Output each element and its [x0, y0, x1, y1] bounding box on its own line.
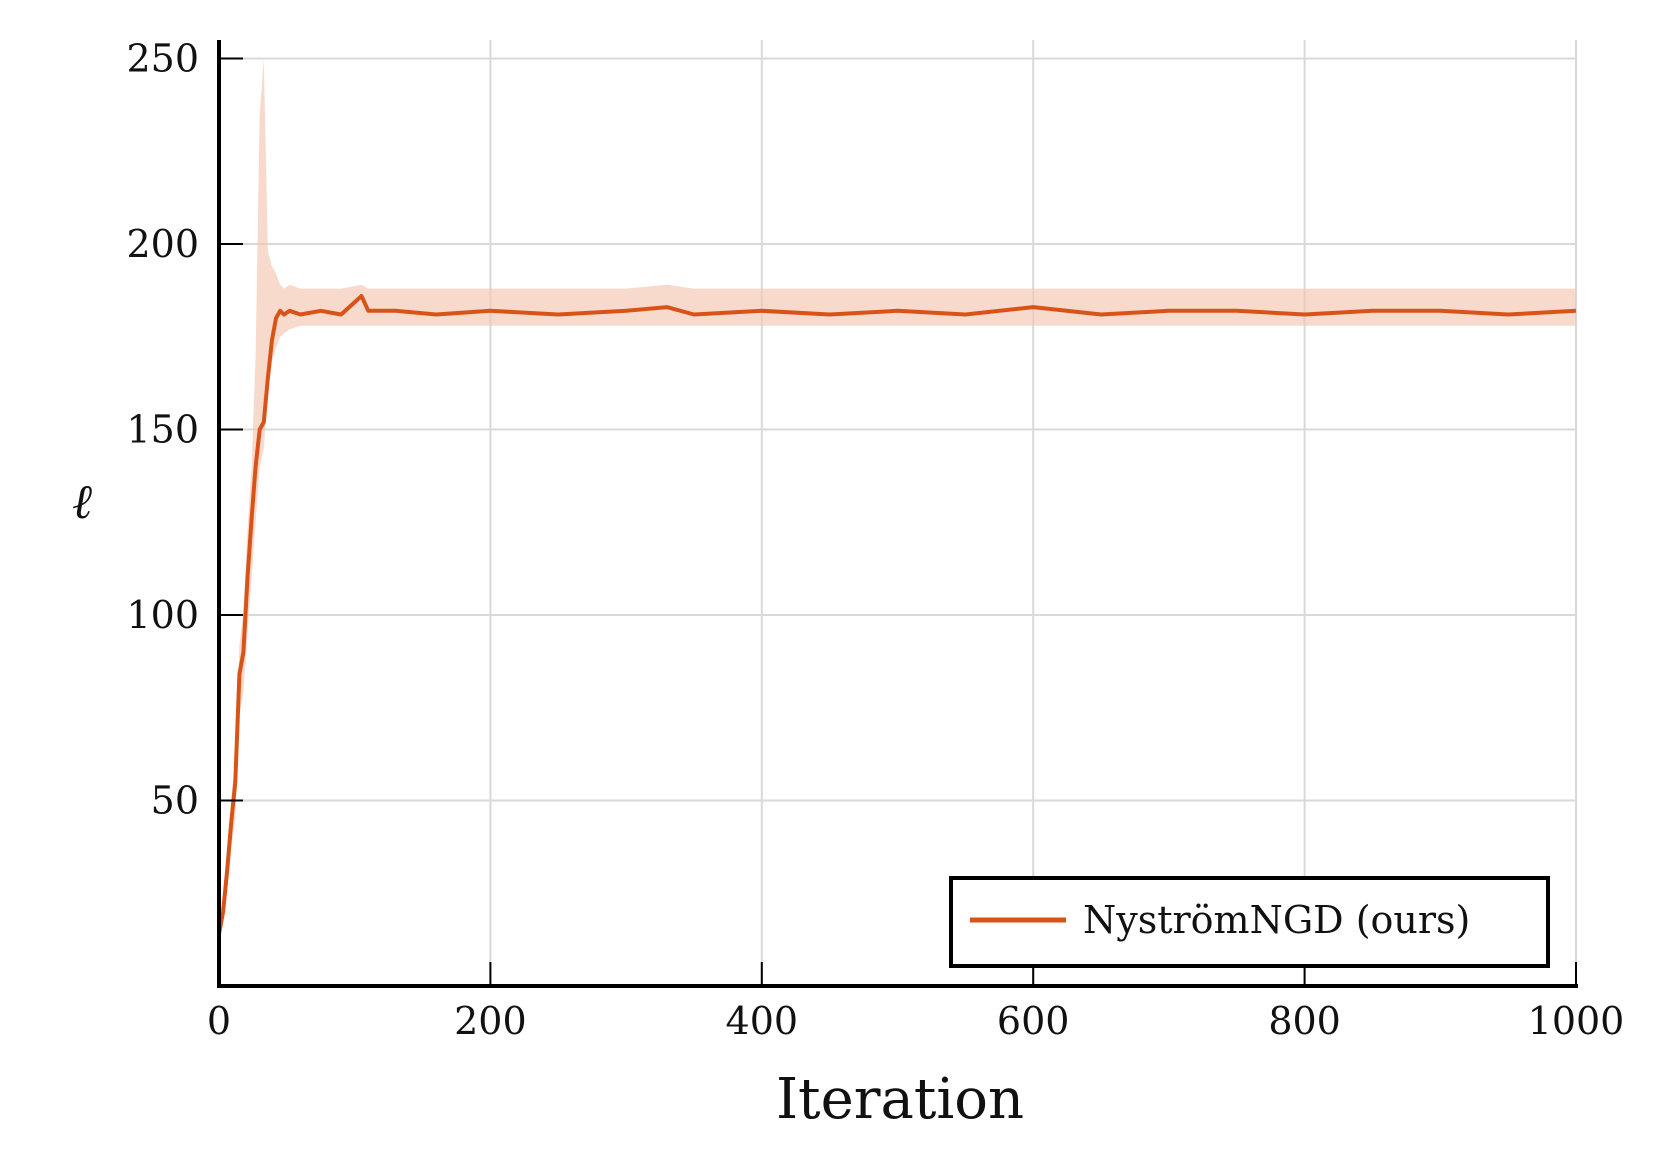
x-axis-title: Iteration — [776, 1067, 1024, 1132]
y-axis-title: ℓ — [72, 474, 92, 530]
x-tick-label: 400 — [726, 999, 799, 1043]
legend-label: NyströmNGD (ours) — [1083, 898, 1470, 942]
y-tick-label: 100 — [126, 593, 199, 637]
confidence-band — [219, 58, 1576, 938]
y-tick-label: 250 — [126, 37, 199, 81]
series-band — [219, 58, 1576, 938]
y-tick-label: 200 — [126, 222, 199, 266]
x-tick-label: 200 — [454, 999, 527, 1043]
x-tick-label: 800 — [1268, 999, 1341, 1043]
series-line — [217, 294, 1577, 935]
axes — [217, 40, 1578, 988]
y-tick-label: 50 — [151, 779, 199, 823]
series-lines — [217, 294, 1577, 935]
grid-lines — [218, 40, 1577, 986]
x-tick-label: 1000 — [1528, 999, 1625, 1043]
x-tick-label: 600 — [997, 999, 1070, 1043]
tick-labels: 0 200 400 600 800 1000 50 100 150 200 250 — [126, 37, 1624, 1043]
legend: NyströmNGD (ours) — [949, 876, 1550, 968]
x-tick-label: 0 — [207, 999, 231, 1043]
y-tick-label: 150 — [126, 408, 199, 452]
